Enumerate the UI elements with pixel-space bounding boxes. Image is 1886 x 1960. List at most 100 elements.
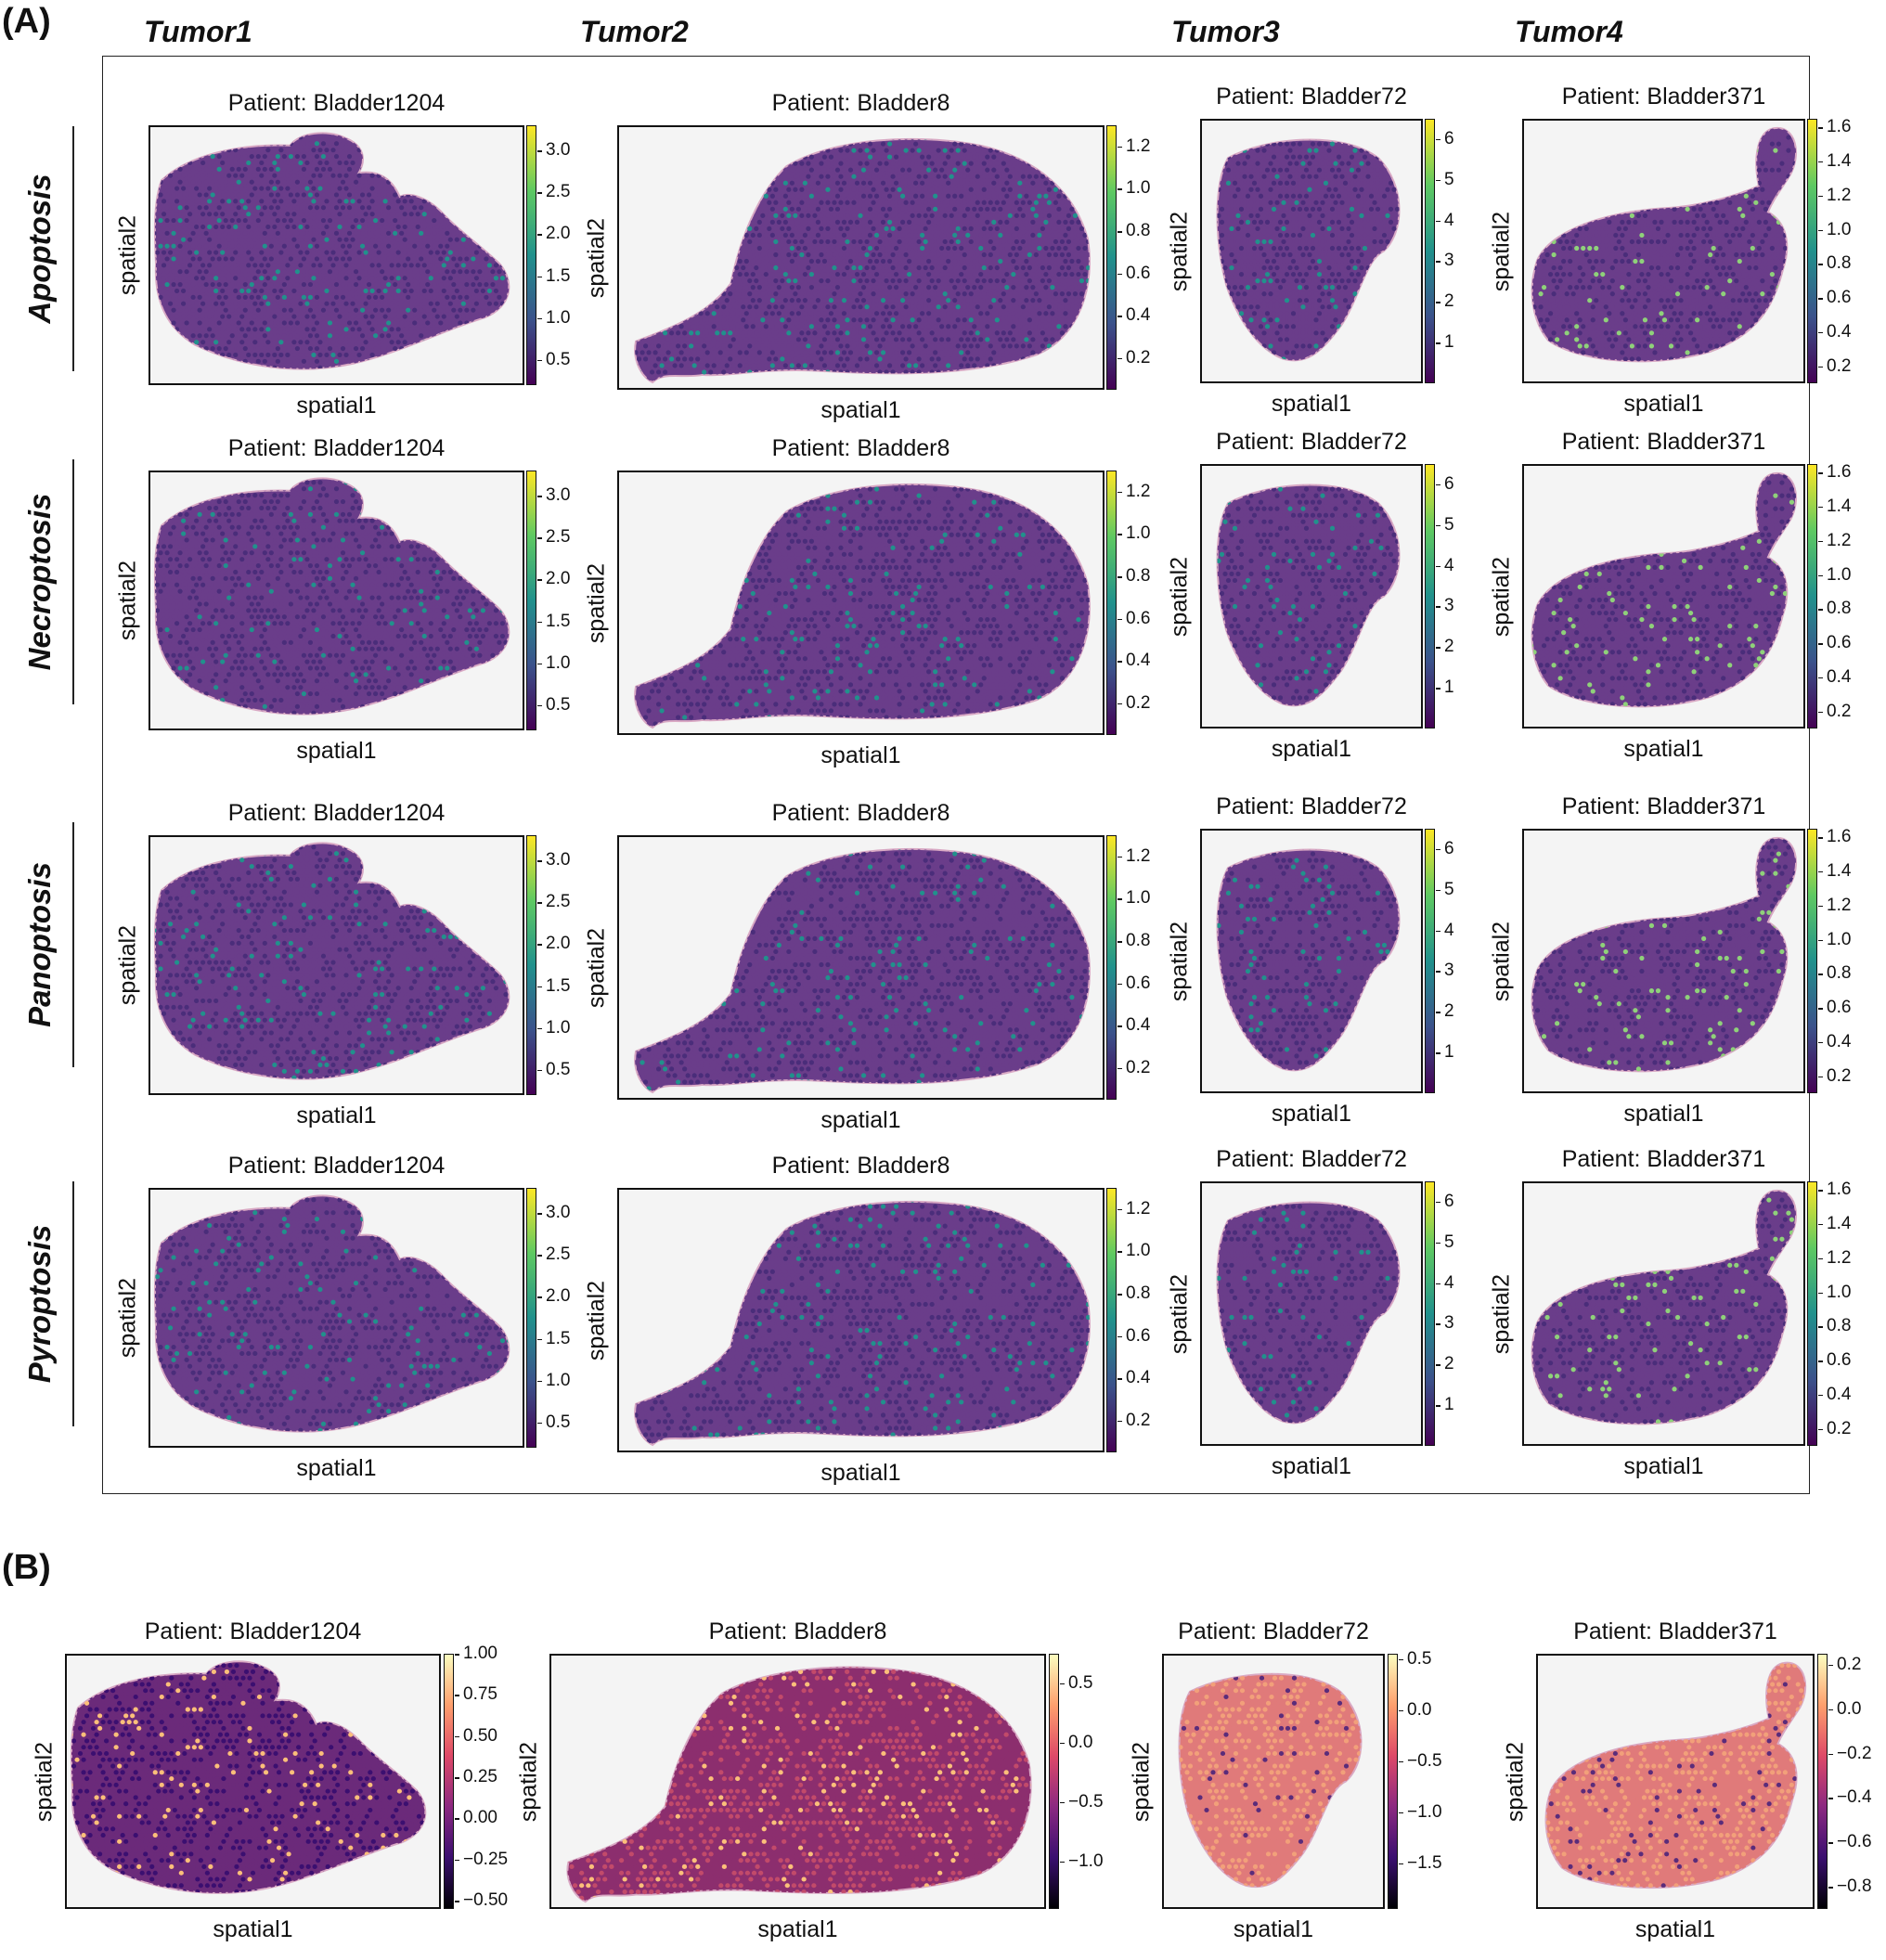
- spot: [1066, 251, 1072, 258]
- spot: [395, 160, 401, 166]
- plot-area-apoptosis-bladder8: [617, 125, 1104, 390]
- spot: [936, 213, 941, 218]
- spot: [158, 294, 163, 300]
- spot: [1011, 258, 1016, 264]
- spot: [728, 239, 733, 245]
- spot: [1024, 285, 1029, 290]
- spot: [678, 271, 684, 277]
- spot: [180, 250, 187, 255]
- spot: [747, 291, 753, 297]
- spot: [249, 358, 254, 364]
- spot: [698, 232, 704, 239]
- spot: [513, 302, 518, 306]
- spot: [395, 199, 401, 204]
- spot: [1069, 245, 1075, 251]
- spot: [451, 205, 457, 211]
- spot: [959, 285, 964, 290]
- spot: [884, 277, 889, 284]
- spot: [477, 230, 483, 236]
- column-header-tumor1: Tumor1: [144, 15, 252, 49]
- spot: [834, 167, 841, 173]
- spot: [229, 192, 235, 198]
- spot: [220, 263, 226, 268]
- spot: [812, 226, 818, 231]
- spot: [168, 378, 173, 382]
- spot: [737, 271, 743, 277]
- spot: [737, 219, 743, 225]
- spot: [471, 205, 476, 211]
- spot: [252, 365, 258, 369]
- spot: [1020, 226, 1026, 231]
- spot: [497, 205, 502, 211]
- spot: [184, 141, 189, 147]
- spot: [486, 148, 493, 153]
- spot: [382, 250, 388, 255]
- spot: [1011, 271, 1016, 277]
- spot: [454, 301, 459, 306]
- spot: [665, 167, 671, 173]
- spot: [780, 138, 785, 140]
- spot: [376, 276, 381, 281]
- spot: [991, 245, 997, 251]
- spot: [474, 378, 479, 382]
- spot: [383, 378, 388, 382]
- spot: [246, 135, 252, 140]
- spot: [845, 213, 850, 218]
- spot: [154, 301, 161, 306]
- spot: [389, 365, 394, 369]
- spot: [399, 179, 405, 185]
- spot: [1072, 251, 1079, 258]
- spot: [288, 320, 293, 326]
- spot: [288, 256, 293, 262]
- spot: [730, 167, 736, 173]
- spot: [324, 340, 329, 345]
- spot: [343, 250, 349, 255]
- spot: [913, 180, 919, 186]
- spot: [910, 277, 915, 284]
- spot: [154, 263, 161, 268]
- spot: [1046, 291, 1052, 297]
- spot: [395, 365, 401, 369]
- spot: [194, 378, 199, 382]
- spot: [659, 219, 665, 225]
- spot: [1056, 167, 1062, 173]
- spot: [167, 186, 174, 191]
- spot: [1024, 219, 1029, 225]
- spot: [808, 141, 815, 147]
- spot: [320, 256, 327, 262]
- spot: [333, 281, 340, 288]
- spot: [1046, 138, 1052, 140]
- spot: [493, 263, 499, 268]
- spot: [1001, 200, 1006, 205]
- spot: [359, 294, 366, 300]
- spot: [154, 217, 157, 224]
- spot: [412, 294, 418, 300]
- spot: [359, 141, 366, 147]
- spot: [239, 327, 245, 332]
- spot: [847, 232, 854, 239]
- spot: [890, 148, 896, 153]
- spot: [265, 378, 270, 382]
- spot: [867, 167, 873, 173]
- spot: [867, 285, 873, 290]
- spot: [1004, 128, 1009, 133]
- spot: [1079, 148, 1085, 153]
- spot: [750, 193, 756, 199]
- spot: [756, 271, 762, 277]
- spot: [913, 154, 919, 160]
- spot: [741, 148, 746, 153]
- spot: [275, 256, 280, 262]
- spot: [158, 320, 163, 326]
- spot: [320, 243, 327, 249]
- spot: [350, 212, 355, 217]
- spot: [834, 258, 841, 264]
- spot: [828, 258, 834, 264]
- spot: [307, 320, 314, 326]
- spot: [490, 345, 496, 352]
- spot: [187, 365, 193, 369]
- row-separator-necroptosis: [72, 459, 74, 704]
- spot: [513, 250, 518, 254]
- spot: [402, 327, 407, 332]
- spot: [747, 174, 753, 179]
- spot: [340, 179, 346, 185]
